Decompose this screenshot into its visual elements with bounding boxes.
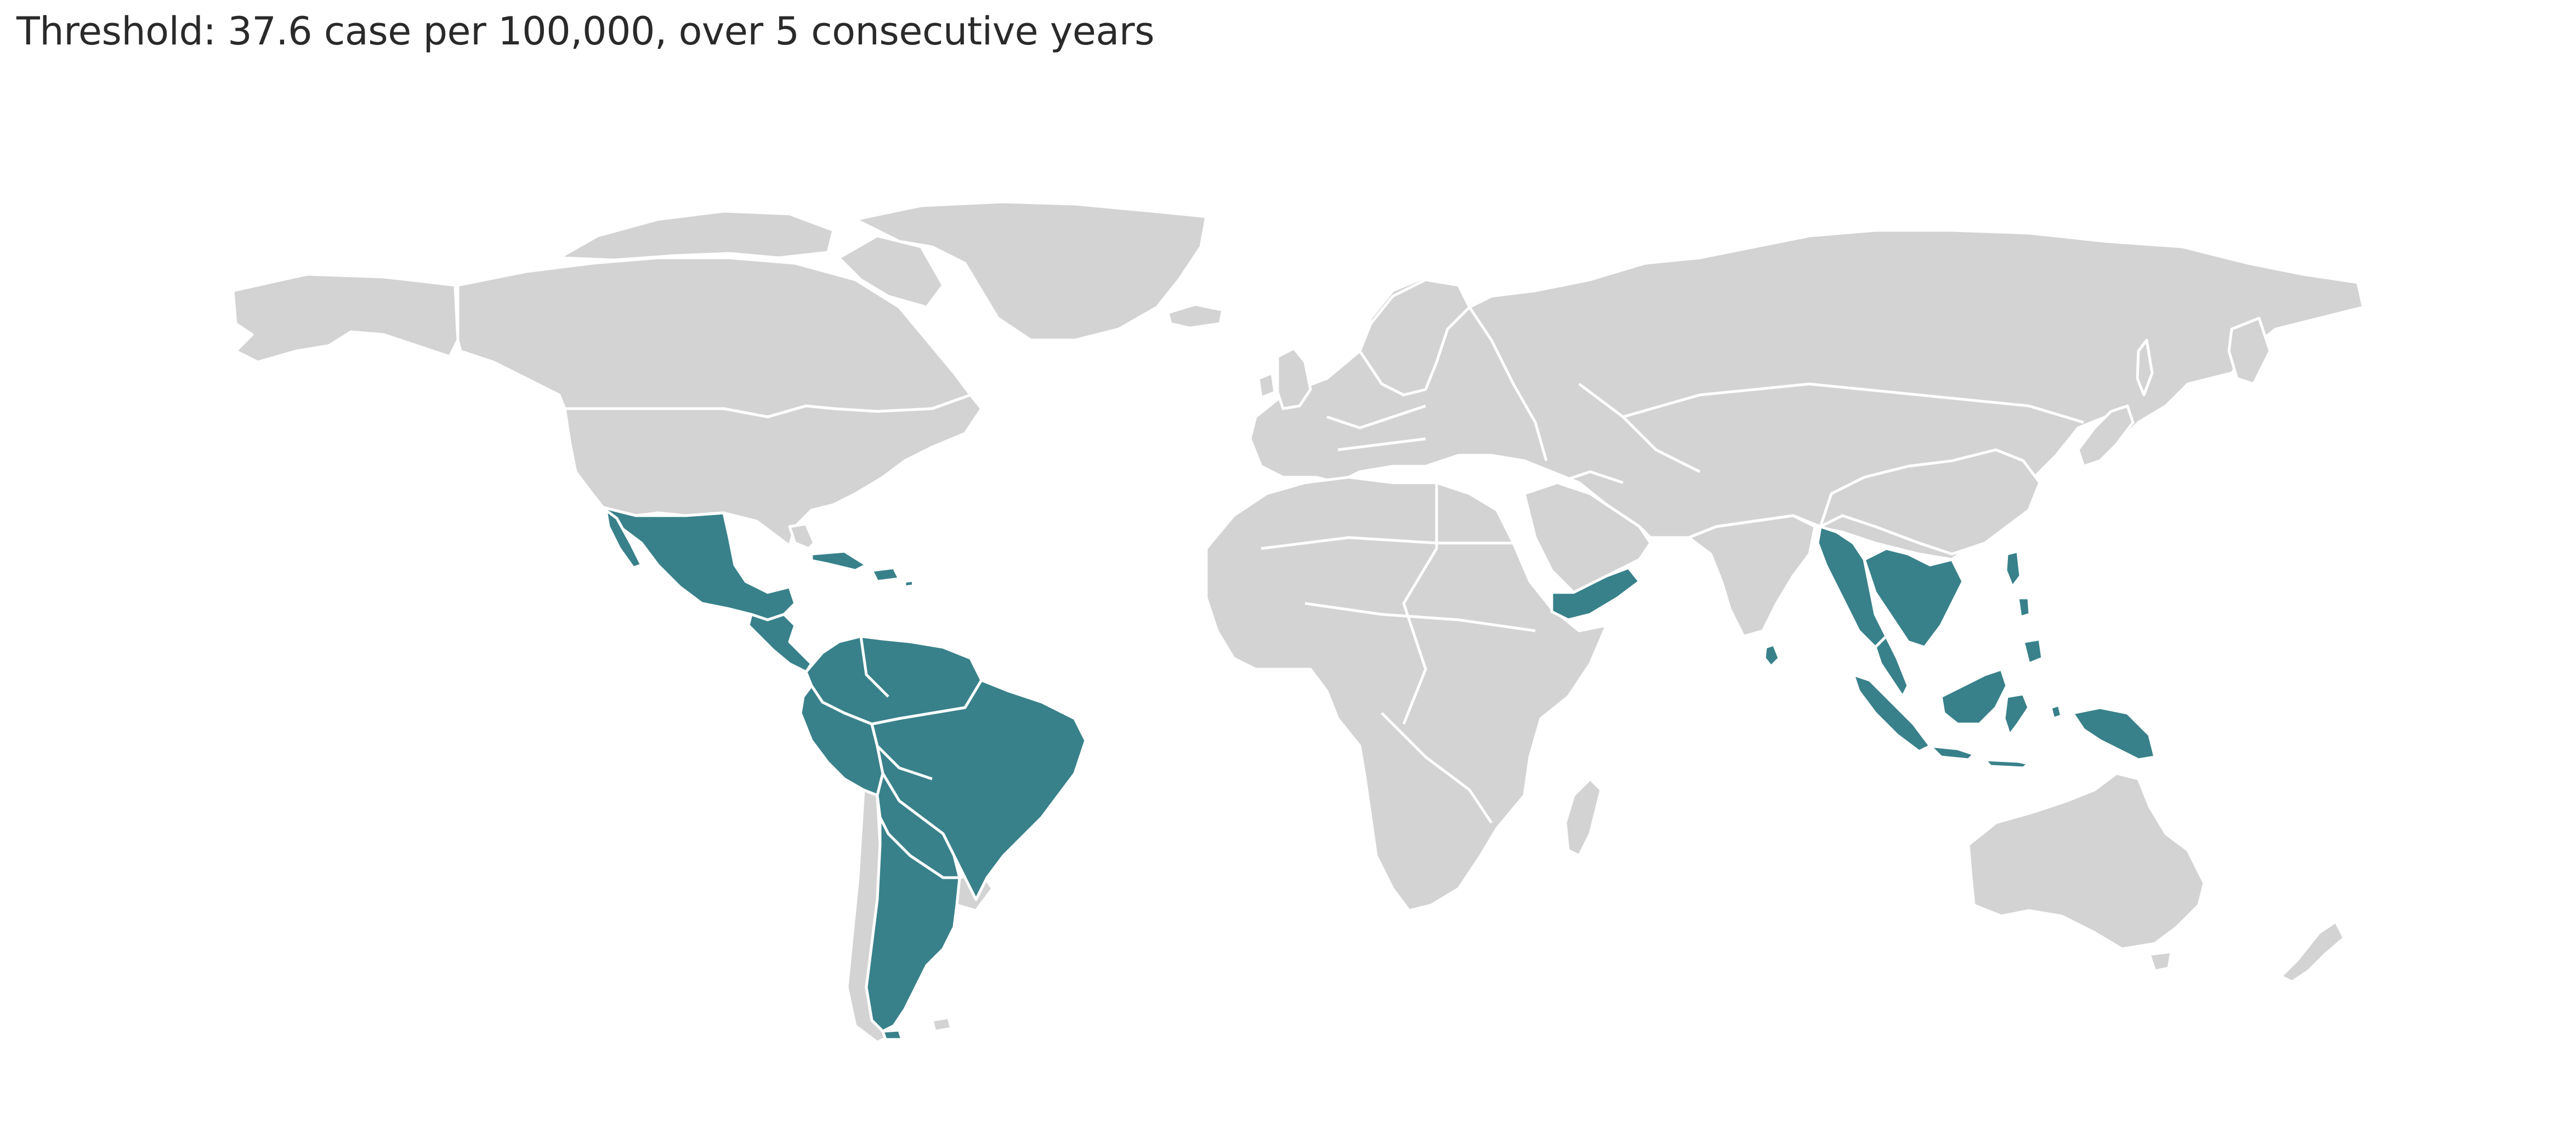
region-scandinavia[interactable] [1358, 278, 1471, 397]
border-africa-south [1381, 712, 1493, 824]
region-africa[interactable] [1205, 476, 1608, 912]
region-maluku[interactable]: maluku [2049, 703, 2063, 720]
region-lesser-sunda[interactable]: lesser sunda [1983, 758, 2030, 770]
region-alaska[interactable] [231, 273, 459, 364]
border-europe-1 [1326, 404, 1426, 429]
region-ireland[interactable] [1257, 371, 1276, 399]
region-sulawesi[interactable]: sulawesi [2002, 692, 2030, 737]
region-tasmania[interactable] [2148, 950, 2173, 973]
region-new-guinea[interactable]: new guinea [2071, 706, 2157, 761]
region-ecuador-peru[interactable]: ecuador peru [799, 684, 884, 797]
border-india-china [1716, 514, 1821, 528]
region-borneo[interactable]: borneo [1939, 668, 2008, 726]
border-lines [456, 285, 2084, 824]
border-us-mexico [603, 506, 724, 517]
region-sri-lanka[interactable]: sri lanka [1763, 643, 1781, 668]
region-argentina[interactable]: argentina [865, 816, 961, 1033]
region-india[interactable] [1687, 514, 1817, 638]
region-baffin-island[interactable] [837, 234, 945, 309]
region-yemen[interactable]: yemen [1550, 566, 1641, 621]
region-kamchatka[interactable] [2227, 317, 2272, 386]
region-florida[interactable] [788, 522, 816, 550]
map-title: Threshold: 37.6 case per 100,000, over 5… [16, 9, 1155, 54]
region-great-britain[interactable] [1276, 347, 1312, 410]
region-greenland[interactable] [854, 200, 1208, 342]
border-africa-central [1304, 602, 1536, 632]
highlight-layer: mexico baja california central america c… [602, 506, 2157, 1041]
region-eurasia[interactable] [1249, 229, 2365, 638]
region-central-america[interactable]: central america [747, 613, 813, 674]
region-iceland[interactable] [1166, 303, 1224, 330]
border-colombia-venezuela [859, 636, 889, 698]
border-china-russia [1622, 382, 2084, 424]
region-japan[interactable] [2076, 404, 2135, 468]
region-china[interactable] [1819, 448, 2041, 556]
region-tierra-del-fuego[interactable]: tierra del fuego [881, 1028, 904, 1041]
region-philippines-visayas[interactable]: philippines visayas [2016, 596, 2032, 619]
region-puerto-rico[interactable]: puerto rico [903, 579, 915, 589]
region-hispaniola[interactable]: hispaniola [870, 566, 901, 583]
region-australia[interactable] [1967, 772, 2206, 951]
border-brazil-interior [876, 745, 933, 781]
region-canadian-arctic-islands[interactable] [558, 210, 835, 262]
region-new-zealand[interactable] [2279, 920, 2346, 984]
region-sumatra[interactable]: sumatra [1852, 673, 1932, 753]
region-philippines-luzon[interactable]: philippines luzon [2004, 550, 2022, 589]
border-africa-vertical [1402, 483, 1438, 725]
border-canada-us [565, 404, 807, 419]
region-madagascar[interactable] [1564, 777, 1603, 857]
region-philippines-mindanao[interactable]: philippines mindanao [2022, 637, 2044, 665]
region-cuba[interactable]: cuba [810, 550, 868, 572]
border-middle-east [1557, 470, 1624, 484]
region-falklands[interactable] [930, 1016, 953, 1033]
border-europe-2 [1337, 437, 1426, 451]
base-land-layer [231, 200, 2365, 1044]
region-malay-peninsula[interactable]: malay peninsula [1874, 635, 1910, 698]
region-sakhalin[interactable] [2136, 338, 2154, 397]
region-java[interactable]: java [1928, 744, 1976, 761]
region-arabian-peninsula[interactable] [1523, 481, 1652, 594]
border-kazakhstan [1578, 383, 1701, 473]
region-indochina[interactable]: indochina [1863, 547, 1965, 649]
region-baja-california[interactable]: baja california [604, 508, 643, 569]
border-africa-north [1261, 536, 1513, 550]
border-europe-asia [1468, 306, 1548, 461]
